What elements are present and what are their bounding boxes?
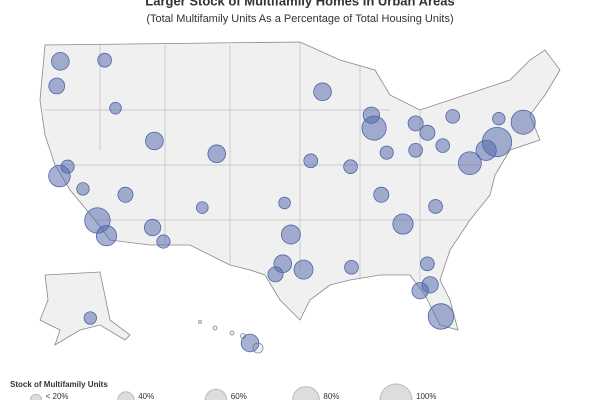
- bubble: [293, 259, 314, 280]
- bubble: [83, 311, 97, 325]
- legend-swatch: [292, 386, 320, 400]
- legend-label: 60%: [231, 392, 247, 400]
- bubble: [379, 145, 394, 160]
- bubble: [428, 199, 443, 214]
- legend-title: Stock of Multifamily Units: [10, 380, 108, 389]
- bubble: [492, 112, 506, 126]
- map-title: Larger Stock of Multifamily Homes in Urb…: [145, 0, 454, 8]
- bubble: [267, 266, 284, 283]
- legend-label: 80%: [323, 392, 339, 400]
- bubble: [207, 144, 227, 164]
- bubble: [344, 259, 359, 275]
- legend: < 20% 40% 60% 80% 100%: [29, 383, 436, 400]
- bubble: [303, 153, 319, 169]
- bubble: [240, 333, 260, 353]
- bubble: [373, 186, 390, 203]
- state-borders: [45, 42, 480, 280]
- bubble: [510, 109, 536, 135]
- bubble: [408, 143, 423, 158]
- legend-swatch: [117, 391, 135, 400]
- bubble: [95, 225, 118, 247]
- bubble: [421, 276, 439, 294]
- bubble: [407, 115, 424, 132]
- bubble: [97, 52, 112, 68]
- legend-swatch: [29, 393, 43, 400]
- bubble: [392, 213, 414, 235]
- bubble: [427, 303, 455, 330]
- bubble: [60, 159, 75, 174]
- bubble-layer: [48, 52, 536, 353]
- bubble: [76, 182, 90, 196]
- bubble: [278, 196, 291, 210]
- map-subtitle: (Total Multifamily Units As a Percentage…: [146, 13, 453, 25]
- bubble: [481, 127, 513, 158]
- legend-label: 40%: [138, 392, 154, 400]
- bubble: [458, 151, 482, 176]
- bubble: [143, 218, 162, 237]
- bubble: [419, 124, 436, 141]
- bubble: [420, 256, 435, 272]
- legend-label: < 20%: [46, 392, 69, 400]
- bubble: [48, 77, 66, 95]
- bubble: [445, 109, 461, 124]
- alaska-outline: [39, 271, 131, 346]
- hawaii-outline: [198, 320, 264, 354]
- legend-swatch: [204, 388, 228, 400]
- bubble: [435, 138, 451, 153]
- bubble: [117, 186, 134, 203]
- legend-label: 100%: [416, 392, 436, 400]
- bubble: [51, 52, 70, 71]
- legend-swatch: [379, 383, 413, 400]
- bubble: [156, 234, 171, 249]
- bubble: [343, 159, 358, 174]
- bubble: [196, 201, 209, 214]
- bubble: [313, 82, 332, 102]
- bubble: [109, 101, 122, 115]
- bubble: [362, 106, 380, 124]
- bubble: [145, 131, 164, 151]
- bubble: [280, 224, 301, 245]
